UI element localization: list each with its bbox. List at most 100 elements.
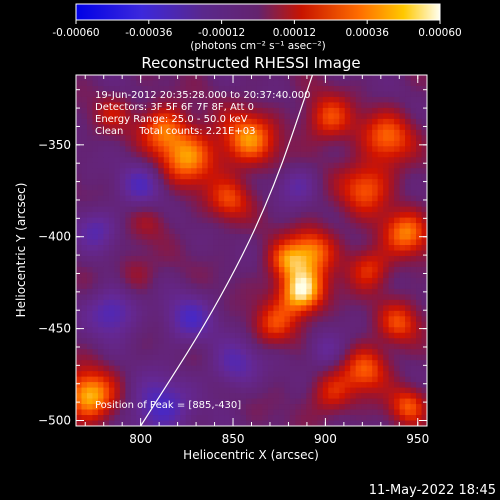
- heatmap-cell: [377, 327, 384, 334]
- heatmap-cell: [141, 305, 148, 312]
- heatmap-cell: [317, 135, 324, 142]
- heatmap-cell: [246, 321, 252, 328]
- heatmap-cell: [405, 305, 411, 312]
- heatmap-cell: [229, 261, 236, 268]
- heatmap-cell: [86, 310, 93, 317]
- heatmap-cell: [229, 360, 236, 367]
- heatmap-cell: [174, 288, 181, 295]
- heatmap-cell: [267, 398, 274, 405]
- heatmap-cell: [130, 206, 137, 213]
- heatmap-cell: [300, 190, 307, 197]
- heatmap-cell: [377, 223, 384, 229]
- heatmap-cell: [278, 294, 285, 301]
- heatmap-cell: [306, 184, 313, 191]
- heatmap-cell: [355, 140, 362, 147]
- heatmap-cell: [191, 332, 198, 339]
- heatmap-cell: [218, 387, 225, 394]
- heatmap-cell: [295, 80, 302, 87]
- heatmap-cell: [322, 321, 329, 328]
- heatmap-cell: [344, 349, 351, 356]
- heatmap-cell: [235, 113, 241, 120]
- heatmap-cell: [284, 107, 291, 114]
- heatmap-cell: [344, 371, 351, 378]
- heatmap-cell: [383, 223, 390, 229]
- heatmap-cell: [246, 343, 252, 350]
- heatmap-cell: [207, 332, 214, 339]
- heatmap-cell: [130, 376, 137, 383]
- heatmap-cell: [180, 91, 187, 98]
- heatmap-cell: [339, 85, 346, 92]
- heatmap-cell: [103, 228, 110, 235]
- heatmap-cell: [416, 294, 422, 301]
- heatmap-cell: [399, 371, 406, 378]
- heatmap-cell: [344, 151, 351, 158]
- heatmap-cell: [405, 371, 411, 378]
- heatmap-cell: [284, 294, 291, 301]
- heatmap-cell: [229, 245, 236, 251]
- heatmap-cell: [147, 382, 154, 389]
- heatmap-cell: [218, 409, 225, 416]
- heatmap-cell: [103, 288, 110, 295]
- heatmap-cell: [333, 217, 340, 224]
- heatmap-cell: [152, 294, 159, 301]
- heatmap-cell: [251, 212, 258, 218]
- heatmap-cell: [108, 250, 115, 257]
- heatmap-cell: [207, 212, 214, 218]
- heatmap-cell: [119, 168, 126, 175]
- heatmap-cell: [97, 223, 104, 229]
- heatmap-cell: [339, 343, 346, 350]
- heatmap-cell: [202, 387, 209, 394]
- heatmap-cell: [119, 277, 126, 284]
- heatmap-cell: [207, 80, 214, 87]
- heatmap-cell: [350, 96, 357, 103]
- heatmap-cell: [405, 321, 411, 328]
- heatmap-cell: [174, 332, 181, 339]
- heatmap-cell: [405, 201, 411, 208]
- heatmap-cell: [388, 195, 395, 202]
- heatmap-cell: [213, 96, 219, 103]
- heatmap-cell: [410, 310, 417, 317]
- heatmap-cell: [405, 343, 411, 350]
- heatmap-cell: [92, 96, 99, 103]
- heatmap-cell: [229, 184, 236, 191]
- heatmap-cell: [185, 162, 192, 169]
- heatmap-cell: [256, 294, 263, 301]
- heatmap-cell: [180, 201, 187, 208]
- heatmap-cell: [163, 294, 170, 301]
- heatmap-cell: [185, 316, 192, 323]
- heatmap-cell: [169, 343, 176, 350]
- heatmap-cell: [377, 261, 384, 268]
- heatmap-cell: [163, 157, 170, 164]
- heatmap-cell: [262, 321, 269, 328]
- heatmap-cell: [224, 124, 230, 131]
- heatmap-cell: [229, 190, 236, 197]
- heatmap-cell: [383, 245, 390, 251]
- heatmap-cell: [152, 113, 159, 120]
- heatmap-cell: [180, 382, 187, 389]
- heatmap-cell: [405, 135, 411, 142]
- heatmap-cell: [311, 206, 318, 213]
- heatmap-cell: [136, 157, 143, 164]
- heatmap-cell: [256, 157, 263, 164]
- heatmap-cell: [355, 107, 362, 114]
- heatmap-cell: [421, 212, 427, 218]
- heatmap-cell: [333, 398, 340, 405]
- heatmap-cell: [180, 239, 187, 246]
- heatmap-cell: [169, 162, 176, 169]
- heatmap-cell: [333, 201, 340, 208]
- heatmap-cell: [410, 91, 417, 98]
- heatmap-cell: [86, 146, 93, 153]
- heatmap-cell: [202, 398, 209, 405]
- heatmap-cell: [76, 382, 82, 389]
- heatmap-cell: [339, 157, 346, 164]
- heatmap-cell: [202, 201, 209, 208]
- heatmap-cell: [180, 343, 187, 350]
- heatmap-cell: [328, 85, 335, 92]
- heatmap-cell: [81, 316, 88, 323]
- heatmap-cell: [339, 239, 346, 246]
- heatmap-cell: [246, 338, 252, 345]
- heatmap-cell: [300, 223, 307, 229]
- heatmap-cell: [174, 201, 181, 208]
- heatmap-cell: [262, 349, 269, 356]
- heatmap-cell: [246, 129, 252, 136]
